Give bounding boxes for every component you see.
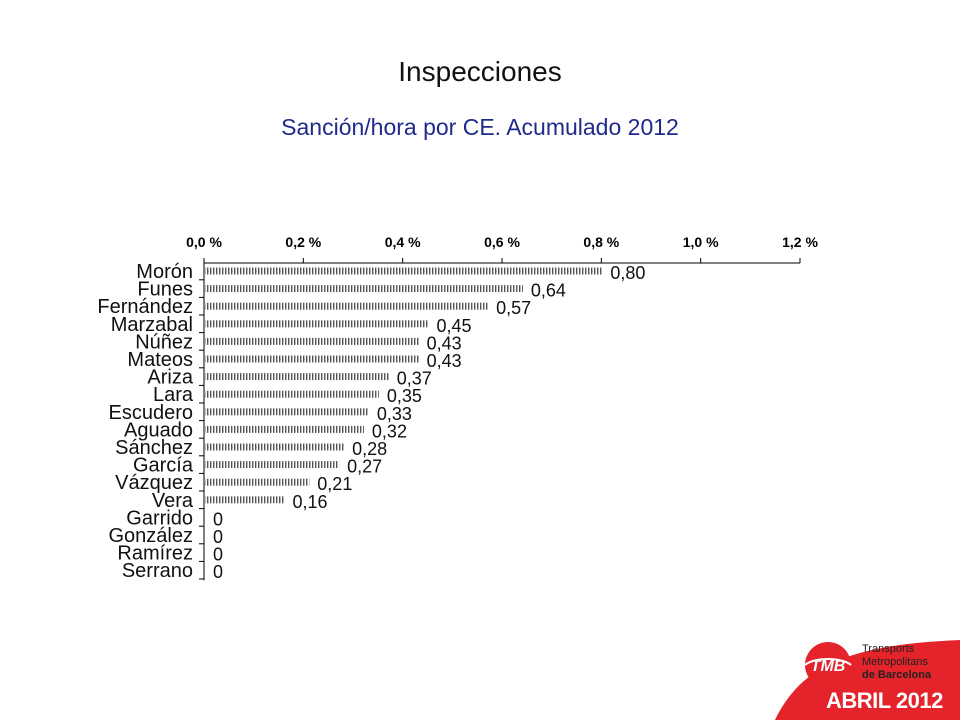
category-label: Serrano (122, 560, 193, 582)
bar-chart: 0,0 % 0,2 % 0,4 % 0,6 % 0,8 % 1,0 % 1,2 % Morón… (97, 234, 818, 582)
x-tick-label: 0,0 % (186, 234, 222, 250)
x-tick-label: 1,0 % (683, 234, 719, 250)
value-label: 0,33 (377, 404, 412, 424)
bar (205, 461, 340, 469)
bar (205, 355, 419, 363)
value-label: 0,43 (427, 333, 462, 353)
category-label: Garrido (126, 507, 193, 529)
bar (205, 337, 419, 345)
value-label: 0,80 (610, 263, 645, 283)
bar (205, 285, 523, 293)
bar (205, 373, 389, 381)
bar (205, 496, 285, 504)
category-label: Vera (152, 490, 194, 512)
category-label: Lara (153, 384, 194, 406)
category-label: Núñez (135, 331, 193, 353)
value-label: 0,35 (387, 386, 422, 406)
bar (205, 408, 369, 416)
value-label: 0,37 (397, 369, 432, 389)
category-label: García (133, 455, 194, 477)
category-label: Morón (136, 261, 193, 283)
value-label: 0,28 (352, 439, 387, 459)
category-label: Aguado (124, 419, 193, 441)
brand-line-1: Transports (862, 643, 915, 655)
bar (205, 425, 364, 433)
brand-line-2: Metropolitans (862, 656, 929, 668)
x-tick-label: 0,6 % (484, 234, 520, 250)
x-tick-label: 1,2 % (782, 234, 818, 250)
brand-line-3: de Barcelona (862, 669, 932, 681)
category-label: Sánchez (115, 437, 193, 459)
logo-text: TMB (811, 658, 846, 675)
category-label: Ramírez (117, 543, 193, 565)
value-label: 0,43 (427, 351, 462, 371)
value-label: 0,27 (347, 457, 382, 477)
date-label: ABRIL 2012 (826, 688, 943, 713)
value-label: 0,57 (496, 298, 531, 318)
category-label: Funes (137, 279, 193, 301)
value-label: 0 (213, 527, 223, 547)
x-tick-label: 0,2 % (285, 234, 321, 250)
value-label: 0,16 (292, 492, 327, 512)
category-label: Mateos (127, 349, 193, 371)
bar (205, 478, 310, 486)
category-label: Fernández (97, 296, 193, 318)
value-label: 0 (213, 509, 223, 529)
tmb-logo-icon: TMB (804, 642, 852, 688)
page-title: Inspecciones (398, 56, 562, 87)
bar (205, 302, 489, 310)
x-tick-label: 0,4 % (385, 234, 421, 250)
category-label: González (109, 525, 194, 547)
category-label: Ariza (147, 367, 193, 389)
category-label: Marzabal (111, 314, 193, 336)
value-label: 0,45 (437, 316, 472, 336)
page-subtitle: Sanción/hora por CE. Acumulado 2012 (281, 114, 679, 140)
x-tick-label: 0,8 % (583, 234, 619, 250)
bar (205, 443, 345, 451)
value-label: 0 (213, 545, 223, 565)
value-label: 0 (213, 562, 223, 582)
category-label: Vázquez (115, 472, 193, 494)
brand-name: Transports Metropolitans de Barcelona (862, 643, 931, 682)
bar (205, 390, 379, 398)
category-label: Escudero (109, 402, 194, 424)
bar (205, 320, 429, 328)
value-label: 0,21 (317, 474, 352, 494)
bar (205, 267, 603, 275)
value-label: 0,32 (372, 421, 407, 441)
value-label: 0,64 (531, 281, 566, 301)
